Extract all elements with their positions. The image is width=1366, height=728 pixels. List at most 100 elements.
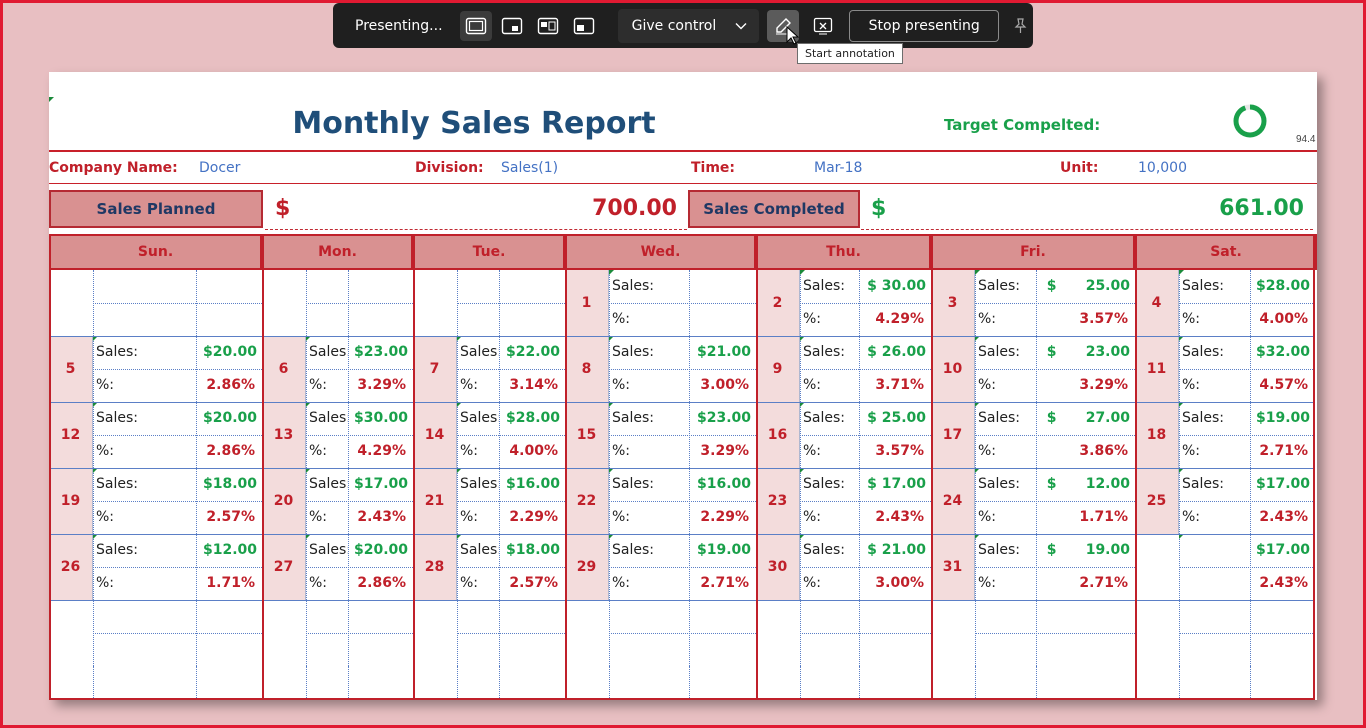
give-control-dropdown[interactable]: Give control bbox=[617, 8, 760, 43]
calendar-day-cell[interactable]: 31 Sales:%: $ 19.00 2.71% bbox=[931, 534, 1135, 600]
percent-value: 3.71% bbox=[875, 377, 924, 393]
divider-line bbox=[49, 183, 1317, 184]
calendar-date: 19 bbox=[49, 468, 93, 534]
calendar-day-cell[interactable]: $17.00 2.43% bbox=[1135, 534, 1315, 600]
calendar-day-cell[interactable] bbox=[931, 600, 1135, 666]
calendar-day-cell[interactable]: 15 Sales:%: $23.00 3.29% bbox=[565, 402, 756, 468]
calendar-day-cell[interactable] bbox=[1135, 600, 1315, 666]
calendar-day-cell[interactable] bbox=[565, 600, 756, 666]
sales-completed-value: 661.00 bbox=[1219, 196, 1304, 221]
calendar-day-cell[interactable] bbox=[262, 666, 413, 700]
calendar-day-cell[interactable]: 10 Sales:%: $ 23.00 3.29% bbox=[931, 336, 1135, 402]
calendar-day-cell[interactable]: 4 Sales:%: $28.00 4.00% bbox=[1135, 270, 1315, 336]
calendar-day-cell[interactable]: 28 Sales:%: $18.00 2.57% bbox=[413, 534, 565, 600]
calendar-day-cell[interactable]: 24 Sales:%: $ 12.00 1.71% bbox=[931, 468, 1135, 534]
stop-presenting-button[interactable]: Stop presenting bbox=[849, 9, 1000, 42]
calendar-day-cell[interactable] bbox=[565, 666, 756, 700]
cell-comment-marker bbox=[975, 402, 980, 407]
calendar-day-cell[interactable] bbox=[262, 270, 413, 336]
calendar-day-cell[interactable] bbox=[1135, 666, 1315, 700]
cell-divider bbox=[689, 666, 690, 700]
sales-label: Sales: bbox=[96, 344, 138, 360]
time-label: Time: bbox=[691, 160, 736, 176]
cell-divider bbox=[800, 567, 931, 568]
calendar-day-cell[interactable]: 21 Sales:%: $16.00 2.29% bbox=[413, 468, 565, 534]
calendar-day-cell[interactable]: 25 Sales:%: $17.00 2.43% bbox=[1135, 468, 1315, 534]
calendar-day-cell[interactable]: 9 Sales:%: $ 26.00 3.71% bbox=[756, 336, 931, 402]
sales-completed-label: Sales Completed bbox=[688, 190, 860, 228]
calendar-day-cell[interactable]: 2 Sales:%: $ 30.00 4.29% bbox=[756, 270, 931, 336]
calendar-day-cell[interactable]: 26 Sales:%: $12.00 1.71% bbox=[49, 534, 262, 600]
cell-divider bbox=[1179, 633, 1315, 634]
calendar-day-cell[interactable] bbox=[49, 666, 262, 700]
cell-divider bbox=[306, 501, 413, 502]
cell-divider bbox=[306, 435, 413, 436]
cell-divider bbox=[1179, 501, 1315, 502]
calendar-day-cell[interactable]: 13 Sales:%: $30.00 4.29% bbox=[262, 402, 413, 468]
stop-sharing-screen-button[interactable] bbox=[807, 10, 839, 42]
cell-comment-marker bbox=[306, 468, 311, 473]
cell-divider bbox=[975, 666, 976, 700]
calendar-day-cell[interactable]: 18 Sales:%: $19.00 2.71% bbox=[1135, 402, 1315, 468]
view-standout-button[interactable] bbox=[568, 11, 600, 41]
percent-value: 2.43% bbox=[357, 509, 406, 525]
calendar-day-cell[interactable]: 14 Sales:%: $28.00 4.00% bbox=[413, 402, 565, 468]
calendar-day-cell[interactable]: 20 Sales:%: $17.00 2.43% bbox=[262, 468, 413, 534]
calendar-day-cell[interactable]: 5 Sales:%: $20.00 2.86% bbox=[49, 336, 262, 402]
calendar-day-cell[interactable]: 8 Sales:%: $21.00 3.00% bbox=[565, 336, 756, 402]
calendar-day-cell[interactable]: 12 Sales:%: $20.00 2.86% bbox=[49, 402, 262, 468]
calendar-day-cell[interactable]: 30 Sales:%: $ 21.00 3.00% bbox=[756, 534, 931, 600]
target-completed-label: Target Compelted: bbox=[944, 116, 1101, 134]
percent-value: 2.86% bbox=[357, 575, 406, 591]
calendar-day-cell[interactable]: 19 Sales:%: $18.00 2.57% bbox=[49, 468, 262, 534]
cell-divider bbox=[800, 633, 931, 634]
cell-comment-marker bbox=[1179, 534, 1184, 539]
cell-divider bbox=[609, 567, 756, 568]
calendar-day-cell[interactable]: 6 Sales:%: $23.00 3.29% bbox=[262, 336, 413, 402]
calendar-day-cell[interactable]: 7 Sales:%: $22.00 3.14% bbox=[413, 336, 565, 402]
unit-value: 10,000 bbox=[1138, 160, 1187, 176]
calendar-day-cell[interactable] bbox=[262, 600, 413, 666]
pin-toolbar-button[interactable] bbox=[1007, 11, 1033, 41]
calendar-day-cell[interactable]: 17 Sales:%: $ 27.00 3.86% bbox=[931, 402, 1135, 468]
standout-view-icon bbox=[573, 17, 594, 34]
calendar-date: 9 bbox=[756, 336, 800, 402]
percent-value: 2.29% bbox=[509, 509, 558, 525]
report-title: Monthly Sales Report bbox=[292, 106, 656, 141]
calendar-day-cell[interactable]: 29 Sales:%: $19.00 2.71% bbox=[565, 534, 756, 600]
percent-label: %: bbox=[1182, 509, 1201, 525]
view-fullscreen-button[interactable] bbox=[459, 10, 492, 41]
percent-label: %: bbox=[803, 311, 822, 327]
calendar-day-cell[interactable]: 27 Sales:%: $20.00 2.86% bbox=[262, 534, 413, 600]
percent-label: %: bbox=[803, 377, 822, 393]
cell-comment-marker bbox=[93, 534, 98, 539]
cell-divider bbox=[800, 501, 931, 502]
percent-label: %: bbox=[460, 509, 479, 525]
view-pip-button[interactable] bbox=[496, 11, 528, 41]
day-header-4: Wed. bbox=[565, 234, 756, 270]
view-side-by-side-button[interactable] bbox=[532, 11, 564, 41]
calendar-day-cell[interactable]: 16 Sales:%: $ 25.00 3.57% bbox=[756, 402, 931, 468]
calendar-day-cell[interactable]: 23 Sales:%: $ 17.00 2.43% bbox=[756, 468, 931, 534]
sales-value: $19.00 bbox=[1255, 410, 1310, 426]
calendar-day-cell[interactable] bbox=[413, 270, 565, 336]
cell-comment-marker bbox=[306, 534, 311, 539]
percent-label: %: bbox=[803, 509, 822, 525]
calendar-day-cell[interactable]: 22 Sales:%: $16.00 2.29% bbox=[565, 468, 756, 534]
calendar-day-cell[interactable] bbox=[413, 600, 565, 666]
calendar-day-cell[interactable] bbox=[756, 600, 931, 666]
calendar-day-cell[interactable]: 3 Sales:%: $ 25.00 3.57% bbox=[931, 270, 1135, 336]
calendar-day-cell[interactable] bbox=[49, 270, 262, 336]
calendar-day-cell[interactable]: 1 Sales:%: bbox=[565, 270, 756, 336]
calendar-day-cell[interactable]: 11 Sales:%: $32.00 4.57% bbox=[1135, 336, 1315, 402]
percent-label: %: bbox=[309, 443, 328, 459]
cell-divider bbox=[1179, 666, 1180, 700]
calendar-day-cell[interactable] bbox=[756, 666, 931, 700]
calendar-day-cell[interactable] bbox=[931, 666, 1135, 700]
sales-value: $12.00 bbox=[202, 542, 257, 558]
calendar-day-cell[interactable] bbox=[49, 600, 262, 666]
day-column-border bbox=[1135, 234, 1137, 700]
cell-divider bbox=[457, 303, 565, 304]
calendar-day-cell[interactable] bbox=[413, 666, 565, 700]
cell-comment-marker bbox=[609, 336, 614, 341]
